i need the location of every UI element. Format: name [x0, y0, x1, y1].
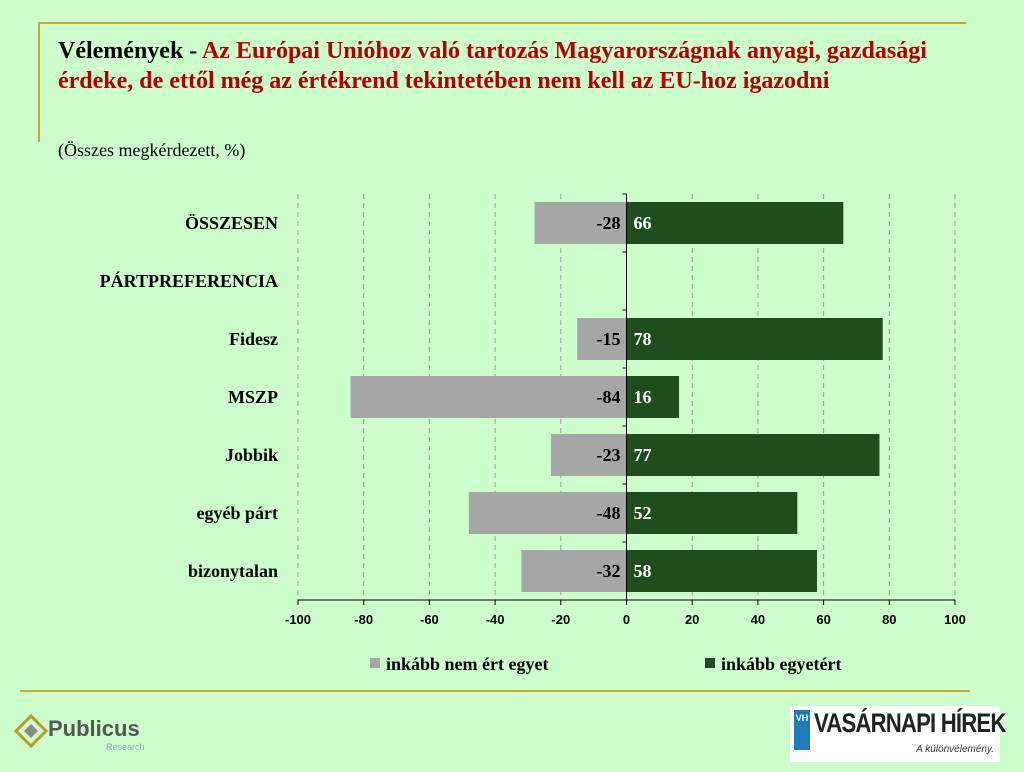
- bar-agree: [626, 434, 880, 476]
- publicus-sub: Research: [106, 742, 145, 752]
- bar-disagree: [521, 550, 627, 592]
- data-label: -84: [597, 387, 621, 407]
- legend-item-disagree: inkább nem ért egyet: [370, 654, 548, 675]
- category-label: PÁRTPREFERENCIA: [100, 270, 278, 291]
- left-rule: [38, 22, 40, 142]
- legend-item-agree: inkább egyetért: [705, 654, 842, 675]
- bar-disagree: [534, 202, 627, 244]
- data-label: -23: [597, 445, 621, 465]
- bar-disagree: [468, 492, 627, 534]
- category-label: egyéb párt: [197, 503, 278, 523]
- bar-agree: [626, 318, 883, 360]
- data-label: -32: [597, 561, 621, 581]
- bar-disagree: [577, 318, 627, 360]
- x-tick-label: 40: [751, 612, 765, 627]
- x-tick-label: 100: [944, 612, 966, 627]
- data-label: -15: [597, 329, 621, 349]
- top-rule: [38, 22, 966, 24]
- data-label: -28: [597, 213, 621, 233]
- x-tick-label: -40: [486, 612, 505, 627]
- chart-title: Vélemények - Az Európai Unióhoz való tar…: [58, 36, 958, 96]
- title-main: Az Európai Unióhoz való tartozás Magyaro…: [58, 38, 927, 94]
- x-tick-label: 80: [882, 612, 896, 627]
- bottom-rule: [20, 690, 970, 692]
- data-label: 77: [634, 445, 652, 465]
- vasarnapi-hirek-logo: VH VASÁRNAPI HÍREK A különvélemény.: [790, 706, 1006, 762]
- vasarnapi-hirek-tagline: A különvélemény.: [916, 744, 994, 755]
- publicus-diamond-icon: [14, 714, 48, 749]
- bar-agree: [626, 202, 844, 244]
- x-tick-label: -20: [551, 612, 570, 627]
- category-label: MSZP: [228, 387, 278, 407]
- data-label: -48: [597, 503, 621, 523]
- x-tick-label: -80: [354, 612, 373, 627]
- bar-agree: [626, 550, 818, 592]
- publicus-brand: Publicus: [48, 716, 140, 741]
- data-label: 52: [634, 503, 652, 523]
- x-tick-label: -100: [285, 612, 311, 627]
- category-label: Jobbik: [225, 445, 278, 465]
- category-label: ÖSSZESEN: [185, 213, 278, 233]
- title-lead: Vélemények -: [58, 38, 202, 64]
- data-label: 16: [634, 387, 652, 407]
- x-tick-label: 20: [685, 612, 699, 627]
- chart-subtitle: (Összes megkérdezett, %): [58, 140, 246, 160]
- category-label: Fidesz: [229, 329, 278, 349]
- legend-label-agree: inkább egyetért: [721, 654, 842, 674]
- x-tick-label: -60: [420, 612, 439, 627]
- publicus-logo: Publicus Research: [14, 712, 154, 756]
- category-label: bizonytalan: [188, 561, 278, 581]
- bar-agree: [626, 376, 680, 418]
- legend-swatch-agree: [705, 658, 715, 668]
- data-label: 66: [634, 213, 652, 233]
- x-tick-label: 60: [816, 612, 830, 627]
- vasarnapi-hirek-name: VASÁRNAPI HÍREK: [814, 708, 1006, 738]
- data-label: 58: [634, 561, 652, 581]
- vh-mark: VH: [794, 710, 810, 750]
- data-label: 78: [634, 329, 652, 349]
- legend-label-disagree: inkább nem ért egyet: [386, 654, 549, 674]
- legend-swatch-disagree: [370, 658, 380, 668]
- x-tick-label: 0: [623, 612, 630, 627]
- bar-disagree: [350, 376, 627, 418]
- bar-disagree: [550, 434, 627, 476]
- bar-agree: [626, 492, 798, 534]
- diverging-bar-chart: ÖSSZESEN -28 66 PÁRTPREFERENCIA Fidesz -15 78 M…: [100, 193, 966, 627]
